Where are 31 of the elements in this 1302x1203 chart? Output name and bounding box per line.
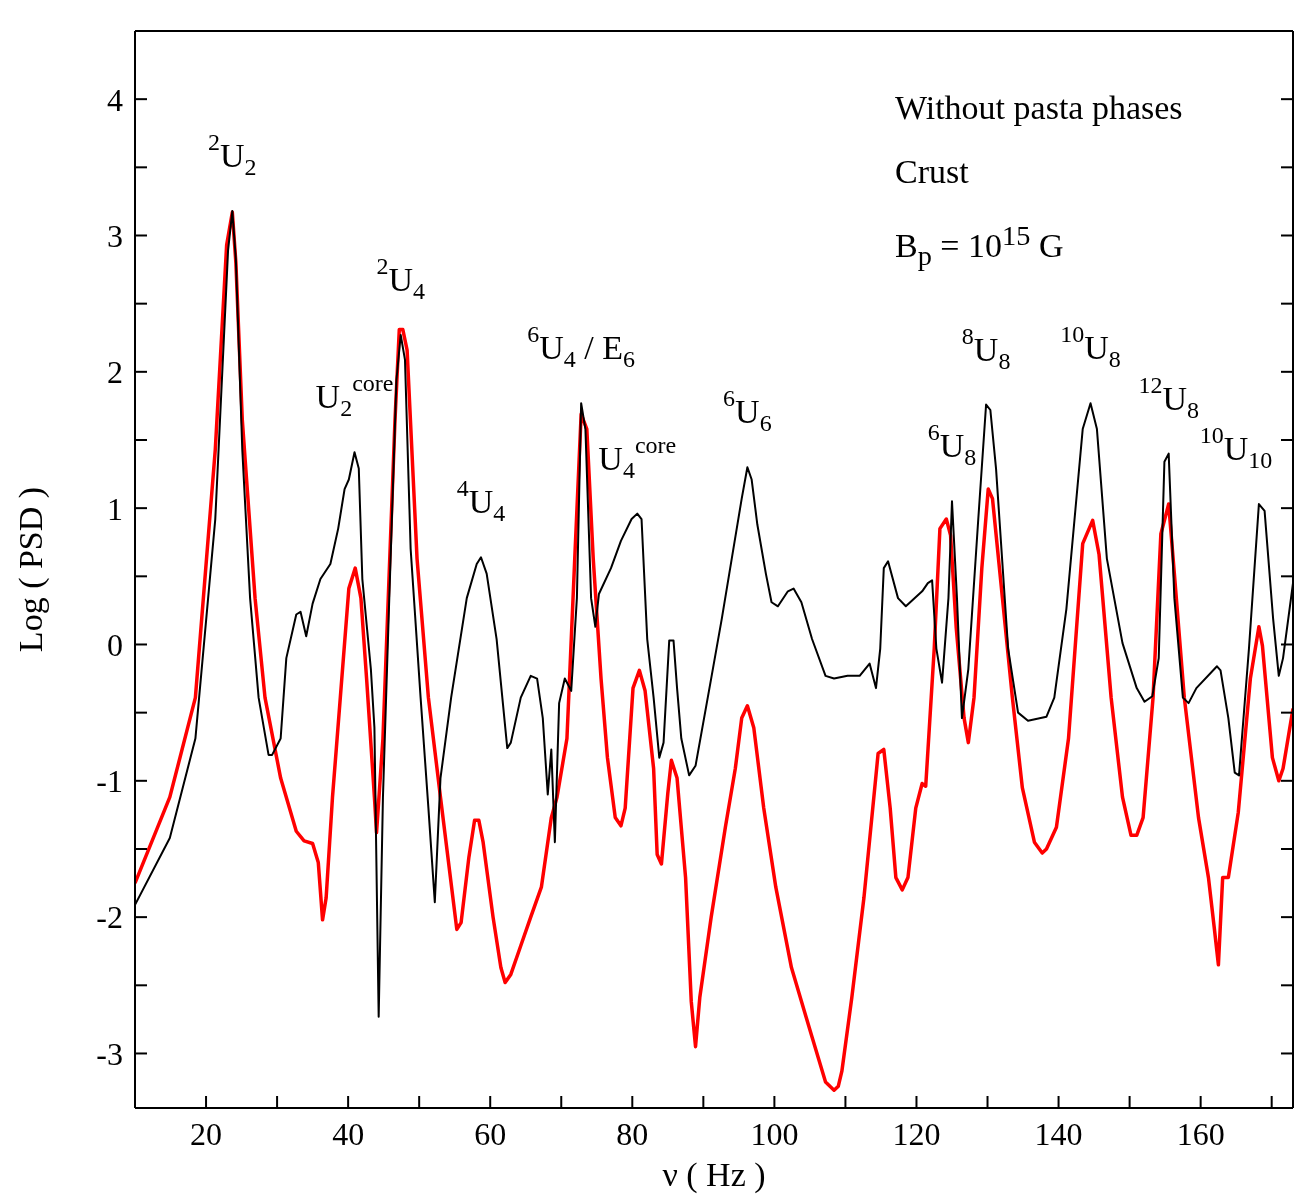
annotation: $^{6}$U$_{8}$ [927, 419, 977, 471]
annotation: Without pasta phases [895, 88, 1183, 128]
annotation: $^{2}$U$_{4}$ [376, 253, 425, 305]
x-tick-label: 100 [750, 1115, 799, 1152]
annotation: Crust [895, 152, 970, 192]
annotation: $^{10}$U$_{8}$ [1060, 321, 1121, 373]
x-axis-title: ν ( Hz ) [662, 1156, 766, 1194]
annotation: $^{2}$U$_{2}$ [208, 129, 257, 181]
annotation: $^{12}$U$_{8}$ [1138, 371, 1199, 423]
annotation: $^{4}$U$_{4}$ [456, 475, 506, 527]
x-tick-label: 60 [474, 1115, 507, 1152]
x-tick-label: 120 [892, 1115, 941, 1152]
annotation: $^{10}$U$_{10}$ [1199, 422, 1273, 474]
y-tick-label: 3 [107, 217, 123, 254]
x-tick-label: 140 [1034, 1115, 1083, 1152]
y-tick-label: -3 [96, 1035, 123, 1072]
y-tick-label: 4 [107, 81, 123, 118]
annotation: B$_{p}$ = 10$^{15}$ G [895, 219, 1065, 274]
annotation: $^{6}$U$_{6}$ [723, 385, 772, 437]
x-tick-label: 20 [190, 1115, 223, 1152]
x-tick-label: 160 [1176, 1115, 1225, 1152]
y-tick-label: 0 [107, 626, 123, 663]
y-tick-label: -1 [96, 763, 123, 800]
x-tick-label: 40 [332, 1115, 365, 1152]
y-tick-label: -2 [96, 899, 123, 936]
y-tick-label: 2 [107, 354, 123, 391]
annotation: $^{8}$U$_{8}$ [961, 322, 1011, 374]
y-tick-label: 1 [107, 490, 123, 527]
y-axis-title: Log ( PSD ) [12, 486, 51, 653]
x-tick-label: 80 [616, 1115, 649, 1152]
annotation: $^{6}$U$_{4}$ / E$_{6}$ [527, 321, 636, 373]
